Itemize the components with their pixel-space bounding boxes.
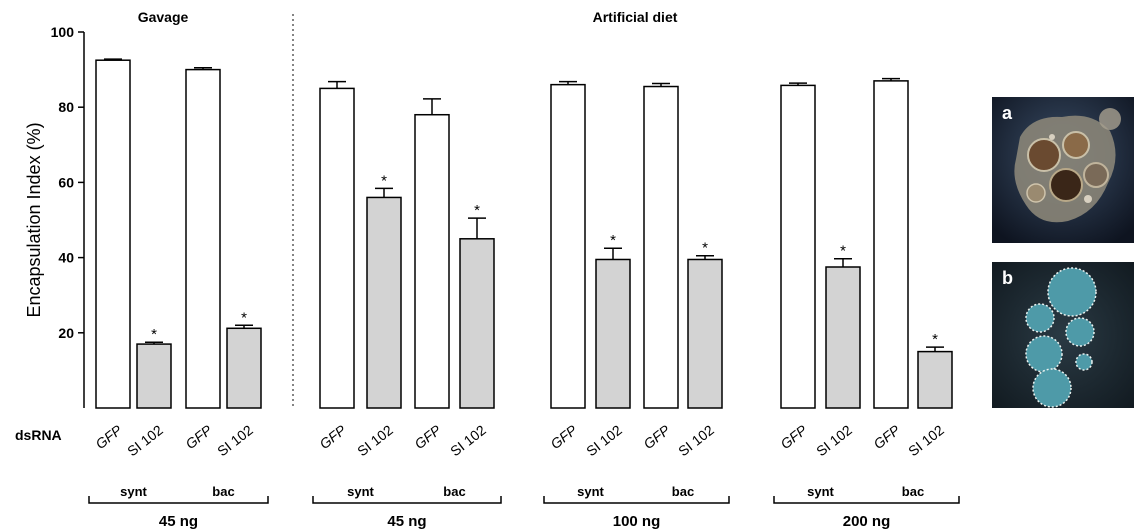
significance-marker: * xyxy=(474,202,480,219)
bar xyxy=(780,84,816,409)
group-sub-label: synt xyxy=(807,484,834,499)
bar-label: GFP xyxy=(182,421,215,452)
y-axis-label: Encapsulation Index (%) xyxy=(24,122,44,317)
group-sub-label: synt xyxy=(347,484,374,499)
group-sub-label: bac xyxy=(443,484,465,499)
group-bracket xyxy=(312,496,502,504)
significance-marker: * xyxy=(840,243,846,260)
bar-label: GFP xyxy=(777,421,810,452)
significance-marker: * xyxy=(381,172,387,189)
group-bracket xyxy=(88,496,269,504)
bar-label: SI 102 xyxy=(583,422,625,460)
bar-label: GFP xyxy=(316,421,349,452)
micrograph-b-letter: b xyxy=(1002,268,1013,288)
bar-label: SI 102 xyxy=(813,422,855,460)
bar xyxy=(366,196,402,409)
bar xyxy=(687,258,723,409)
bar xyxy=(873,80,909,409)
group-sub-label: bac xyxy=(902,484,924,499)
bar-label: GFP xyxy=(411,421,444,452)
bar xyxy=(185,68,221,409)
micrograph-a-letter: a xyxy=(1002,103,1013,123)
group-dose-label: 100 ng xyxy=(613,513,661,530)
section-title-gavage: Gavage xyxy=(138,9,189,25)
bar xyxy=(95,59,131,409)
bar xyxy=(595,258,631,409)
bar xyxy=(226,327,262,409)
significance-marker: * xyxy=(610,232,616,249)
group-bracket xyxy=(543,496,730,504)
bar-label: SI 102 xyxy=(124,422,166,460)
bar-label: SI 102 xyxy=(675,422,717,460)
group-dose-label: 45 ng xyxy=(387,513,426,530)
micrograph-a-image xyxy=(992,97,1134,243)
bar-label: SI 102 xyxy=(905,422,947,460)
micrograph-a: a xyxy=(992,97,1134,243)
y-tick-label: 40 xyxy=(58,250,74,266)
group-bracket xyxy=(773,496,960,504)
group-dose-label: 45 ng xyxy=(159,513,198,530)
y-tick-label: 60 xyxy=(58,174,74,190)
micrograph-b-image xyxy=(992,262,1134,408)
bar-label: SI 102 xyxy=(214,422,256,460)
micrograph-b: b xyxy=(992,262,1134,408)
y-tick-label: 20 xyxy=(58,325,74,341)
significance-marker: * xyxy=(151,326,157,343)
bar xyxy=(414,113,450,409)
y-tick-label: 100 xyxy=(51,24,75,40)
bar-label: GFP xyxy=(547,421,580,452)
group-sub-label: bac xyxy=(212,484,234,499)
bar-label: SI 102 xyxy=(354,422,396,460)
bar xyxy=(643,85,679,409)
bar-label: GFP xyxy=(870,421,903,452)
bar-label: GFP xyxy=(640,421,673,452)
y-tick-label: 80 xyxy=(58,99,74,115)
group-sub-label: synt xyxy=(120,484,147,499)
bar-label: GFP xyxy=(92,421,125,452)
bar xyxy=(550,83,586,409)
group-dose-label: 200 ng xyxy=(843,513,891,530)
group-sub-label: synt xyxy=(577,484,604,499)
bar xyxy=(319,87,355,409)
significance-marker: * xyxy=(702,240,708,257)
significance-marker: * xyxy=(241,309,247,326)
bar-chart: 20 40 60 80 100 Encapsulation Index (%) Gavage… xyxy=(15,9,960,530)
bar xyxy=(917,350,953,409)
bar xyxy=(459,238,495,409)
dsrna-row-label: dsRNA xyxy=(15,427,62,443)
section-title-artificial-diet: Artificial diet xyxy=(593,9,678,25)
bar-label: SI 102 xyxy=(447,422,489,460)
bar xyxy=(825,266,861,409)
group-sub-label: bac xyxy=(672,484,694,499)
significance-marker: * xyxy=(932,331,938,348)
bar xyxy=(136,343,172,409)
